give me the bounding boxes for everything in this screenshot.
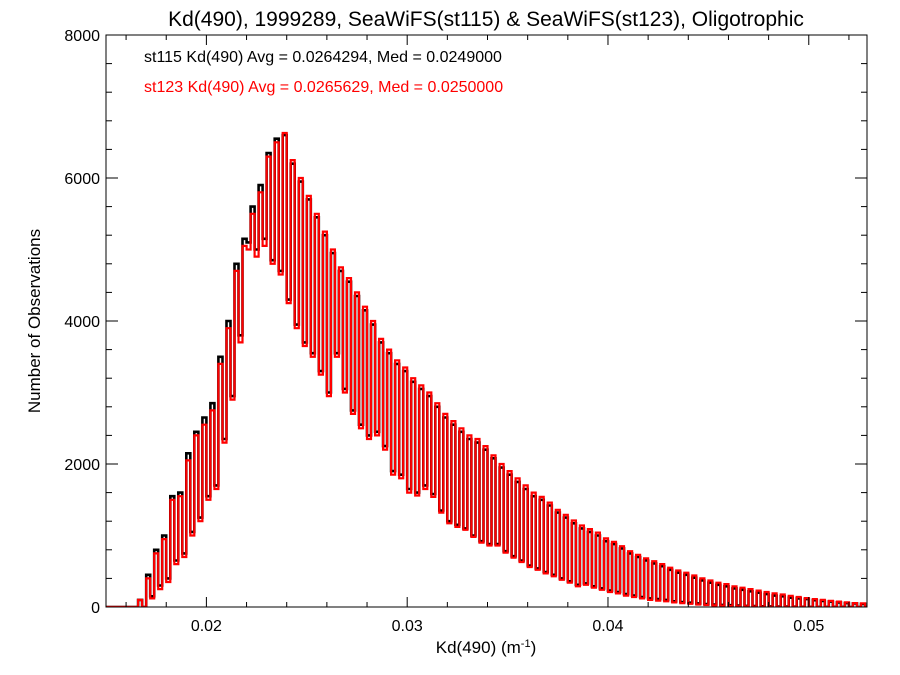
x-axis-label-main: Kd(490) (m (436, 638, 521, 657)
y-tick-label: 0 (91, 600, 100, 617)
y-tick-label: 4000 (64, 314, 100, 331)
chart-title: Kd(490), 1999289, SeaWiFS(st115) & SeaWi… (168, 8, 804, 31)
x-axis-label-superscript: -1 (521, 638, 531, 650)
legend-entry-st115: st115 Kd(490) Avg = 0.0264294, Med = 0.0… (144, 49, 502, 66)
x-axis: 0.02 0.03 0.04 0.05 (125, 35, 850, 635)
y-tick-label: 8000 (64, 28, 100, 45)
x-tick-label: 0.04 (592, 618, 623, 635)
y-axis-label: Number of Observations (25, 229, 44, 413)
x-axis-label-close: ) (531, 638, 537, 657)
y-tick-label: 2000 (64, 457, 100, 474)
series-line-1 (106, 131, 867, 607)
series-layer (106, 131, 867, 607)
legend-entry-st123: st123 Kd(490) Avg = 0.0265629, Med = 0.0… (144, 79, 503, 96)
x-tick-label: 0.02 (191, 618, 222, 635)
y-axis: 0 2000 4000 6000 8000 (64, 28, 867, 617)
y-tick-label: 6000 (64, 171, 100, 188)
x-tick-label: 0.05 (793, 618, 824, 635)
x-axis-label: Kd(490) (m-1) (436, 638, 536, 657)
series-1 (106, 131, 867, 607)
x-tick-label: 0.03 (392, 618, 423, 635)
plot-area (105, 34, 868, 608)
